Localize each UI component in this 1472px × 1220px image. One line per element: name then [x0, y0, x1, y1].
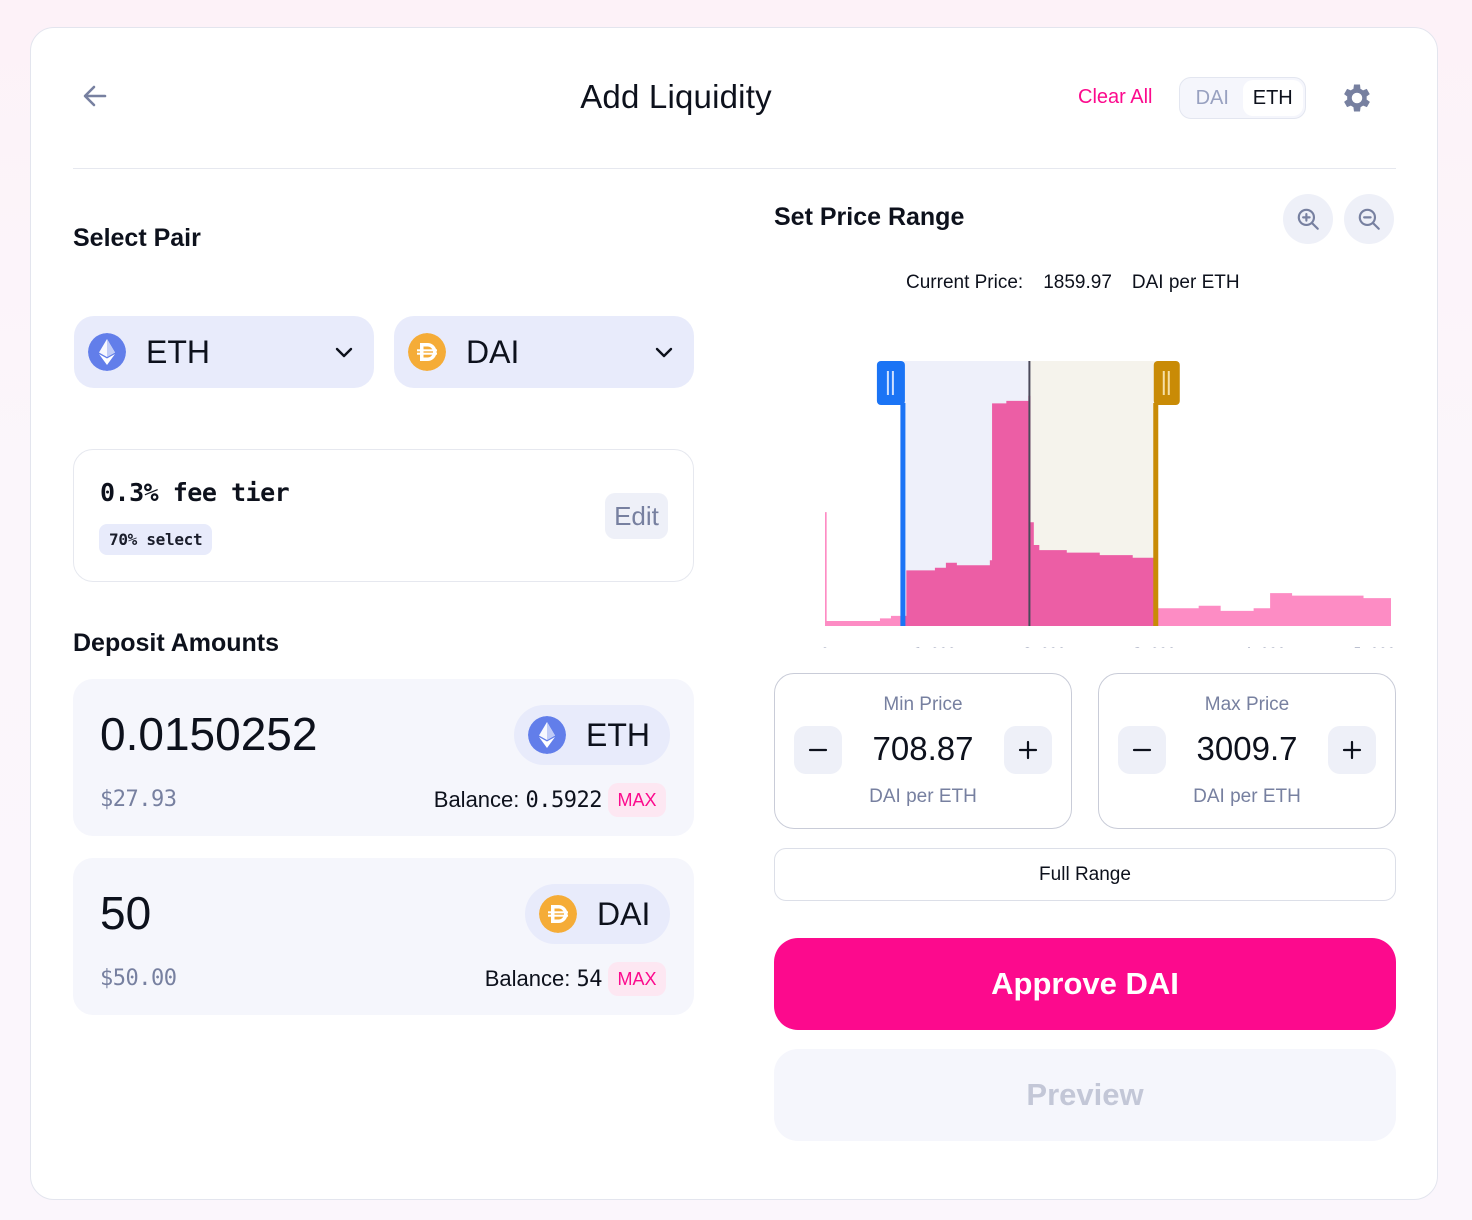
x-tick-label: 2,000: [1024, 646, 1066, 648]
current-price-label: Current Price:: [906, 272, 1024, 293]
approve-dai-button[interactable]: Approve DAI: [774, 938, 1396, 1030]
deposit-eth-usd: $27.93: [100, 787, 177, 812]
zoom-in-icon: [1297, 208, 1319, 230]
back-button[interactable]: [75, 76, 115, 116]
page-title: Add Liquidity: [580, 78, 772, 115]
set-price-range-title: Set Price Range: [774, 203, 965, 231]
zoom-out-icon: [1358, 208, 1380, 230]
denomination-toggle[interactable]: DAI ETH: [1179, 77, 1306, 119]
current-price-unit: DAI per ETH: [1131, 272, 1240, 293]
deposit-dai-usd: $50.00: [100, 966, 177, 991]
select-pair-title: Select Pair: [73, 224, 201, 252]
deposit-eth-box: 0.0150252 ETH $27.93 Balance: 0.5922 MAX: [73, 679, 694, 836]
min-price-input[interactable]: 708.87: [872, 730, 974, 767]
minus-icon: [1132, 748, 1152, 752]
balance-value: 54: [576, 967, 603, 992]
min-price-unit: DAI per ETH: [869, 786, 977, 807]
toggle-eth[interactable]: ETH: [1242, 80, 1303, 116]
max-price-handle[interactable]: [1153, 361, 1180, 405]
min-price-handle[interactable]: [876, 361, 905, 405]
chevron-down-icon: [655, 347, 673, 358]
clear-all-button[interactable]: Clear All: [1078, 86, 1153, 108]
min-price-increment-button[interactable]: [1004, 726, 1052, 774]
deposit-dai-amount-input[interactable]: 50: [100, 887, 152, 939]
min-price-label: Min Price: [883, 694, 963, 715]
deposit-dai-symbol: DAI: [597, 895, 651, 932]
balance-label: Balance:: [433, 787, 520, 812]
x-tick-label: 1,000: [914, 646, 956, 648]
deposit-eth-symbol: ETH: [586, 716, 650, 753]
deposit-dai-balance: Balance: 54: [484, 966, 603, 992]
gear-icon: [1344, 84, 1370, 112]
header-divider: [73, 168, 1396, 169]
token-b-symbol: DAI: [466, 333, 520, 370]
balance-value: 0.5922: [525, 788, 603, 813]
edit-fee-button[interactable]: Edit: [605, 493, 668, 539]
max-price-label: Max Price: [1204, 694, 1290, 715]
dai-icon: [539, 895, 577, 933]
x-tick-label: 0: [821, 646, 829, 648]
liquidity-chart[interactable]: 0 1,000 2,000 3,000 4,000 5,000: [811, 328, 1401, 648]
x-tick-label: 4,000: [1244, 646, 1286, 648]
max-eth-button[interactable]: MAX: [608, 783, 666, 817]
fee-tier-badge: 70% select: [99, 524, 213, 555]
max-price-decrement-button[interactable]: [1118, 726, 1166, 774]
deposit-eth-amount-input[interactable]: 0.0150252: [100, 708, 318, 760]
arrow-left-icon: [83, 85, 107, 107]
max-price-unit: DAI per ETH: [1193, 786, 1301, 807]
deposit-dai-token-button[interactable]: DAI: [525, 884, 671, 944]
eth-icon: [528, 716, 566, 754]
toggle-dai[interactable]: DAI: [1195, 86, 1229, 109]
token-b-selector[interactable]: DAI: [394, 316, 694, 388]
eth-icon: [88, 333, 126, 371]
max-price-box: Max Price 3009.7 DAI per ETH: [1098, 673, 1396, 829]
token-a-symbol: ETH: [146, 333, 210, 370]
plus-icon: [1018, 740, 1038, 760]
current-price-value: 1859.97: [1043, 272, 1112, 293]
zoom-in-button[interactable]: [1283, 194, 1333, 244]
min-price-decrement-button[interactable]: [794, 726, 842, 774]
balance-label: Balance:: [484, 966, 571, 991]
zoom-out-button[interactable]: [1344, 194, 1394, 244]
preview-button[interactable]: Preview: [774, 1049, 1396, 1141]
token-a-selector[interactable]: ETH: [74, 316, 374, 388]
deposit-dai-box: 50 DAI $50.00 Balance: 54 MAX: [73, 858, 694, 1015]
deposit-amounts-title: Deposit Amounts: [73, 629, 280, 657]
max-price-increment-button[interactable]: [1328, 726, 1376, 774]
fee-tier-card: 0.3% fee tier 70% select Edit: [73, 449, 694, 582]
settings-button[interactable]: [1339, 80, 1375, 116]
fee-tier-label: 0.3% fee tier: [100, 478, 290, 507]
minus-icon: [808, 748, 828, 752]
add-liquidity-card: Add Liquidity Clear All DAI ETH Select P…: [30, 27, 1438, 1200]
current-price-row: Current Price: 1859.97 DAI per ETH: [906, 272, 1240, 294]
max-dai-button[interactable]: MAX: [608, 962, 666, 996]
max-price-input[interactable]: 3009.7: [1196, 730, 1298, 767]
dai-icon: [408, 333, 446, 371]
x-tick-label: 5,000: [1353, 646, 1395, 648]
x-tick-label: 3,000: [1134, 646, 1176, 648]
full-range-button[interactable]: Full Range: [774, 848, 1396, 901]
plus-icon: [1342, 740, 1362, 760]
deposit-eth-token-button[interactable]: ETH: [514, 705, 670, 765]
min-price-box: Min Price 708.87 DAI per ETH: [774, 673, 1072, 829]
chevron-down-icon: [335, 347, 353, 358]
deposit-eth-balance: Balance: 0.5922: [433, 787, 603, 813]
